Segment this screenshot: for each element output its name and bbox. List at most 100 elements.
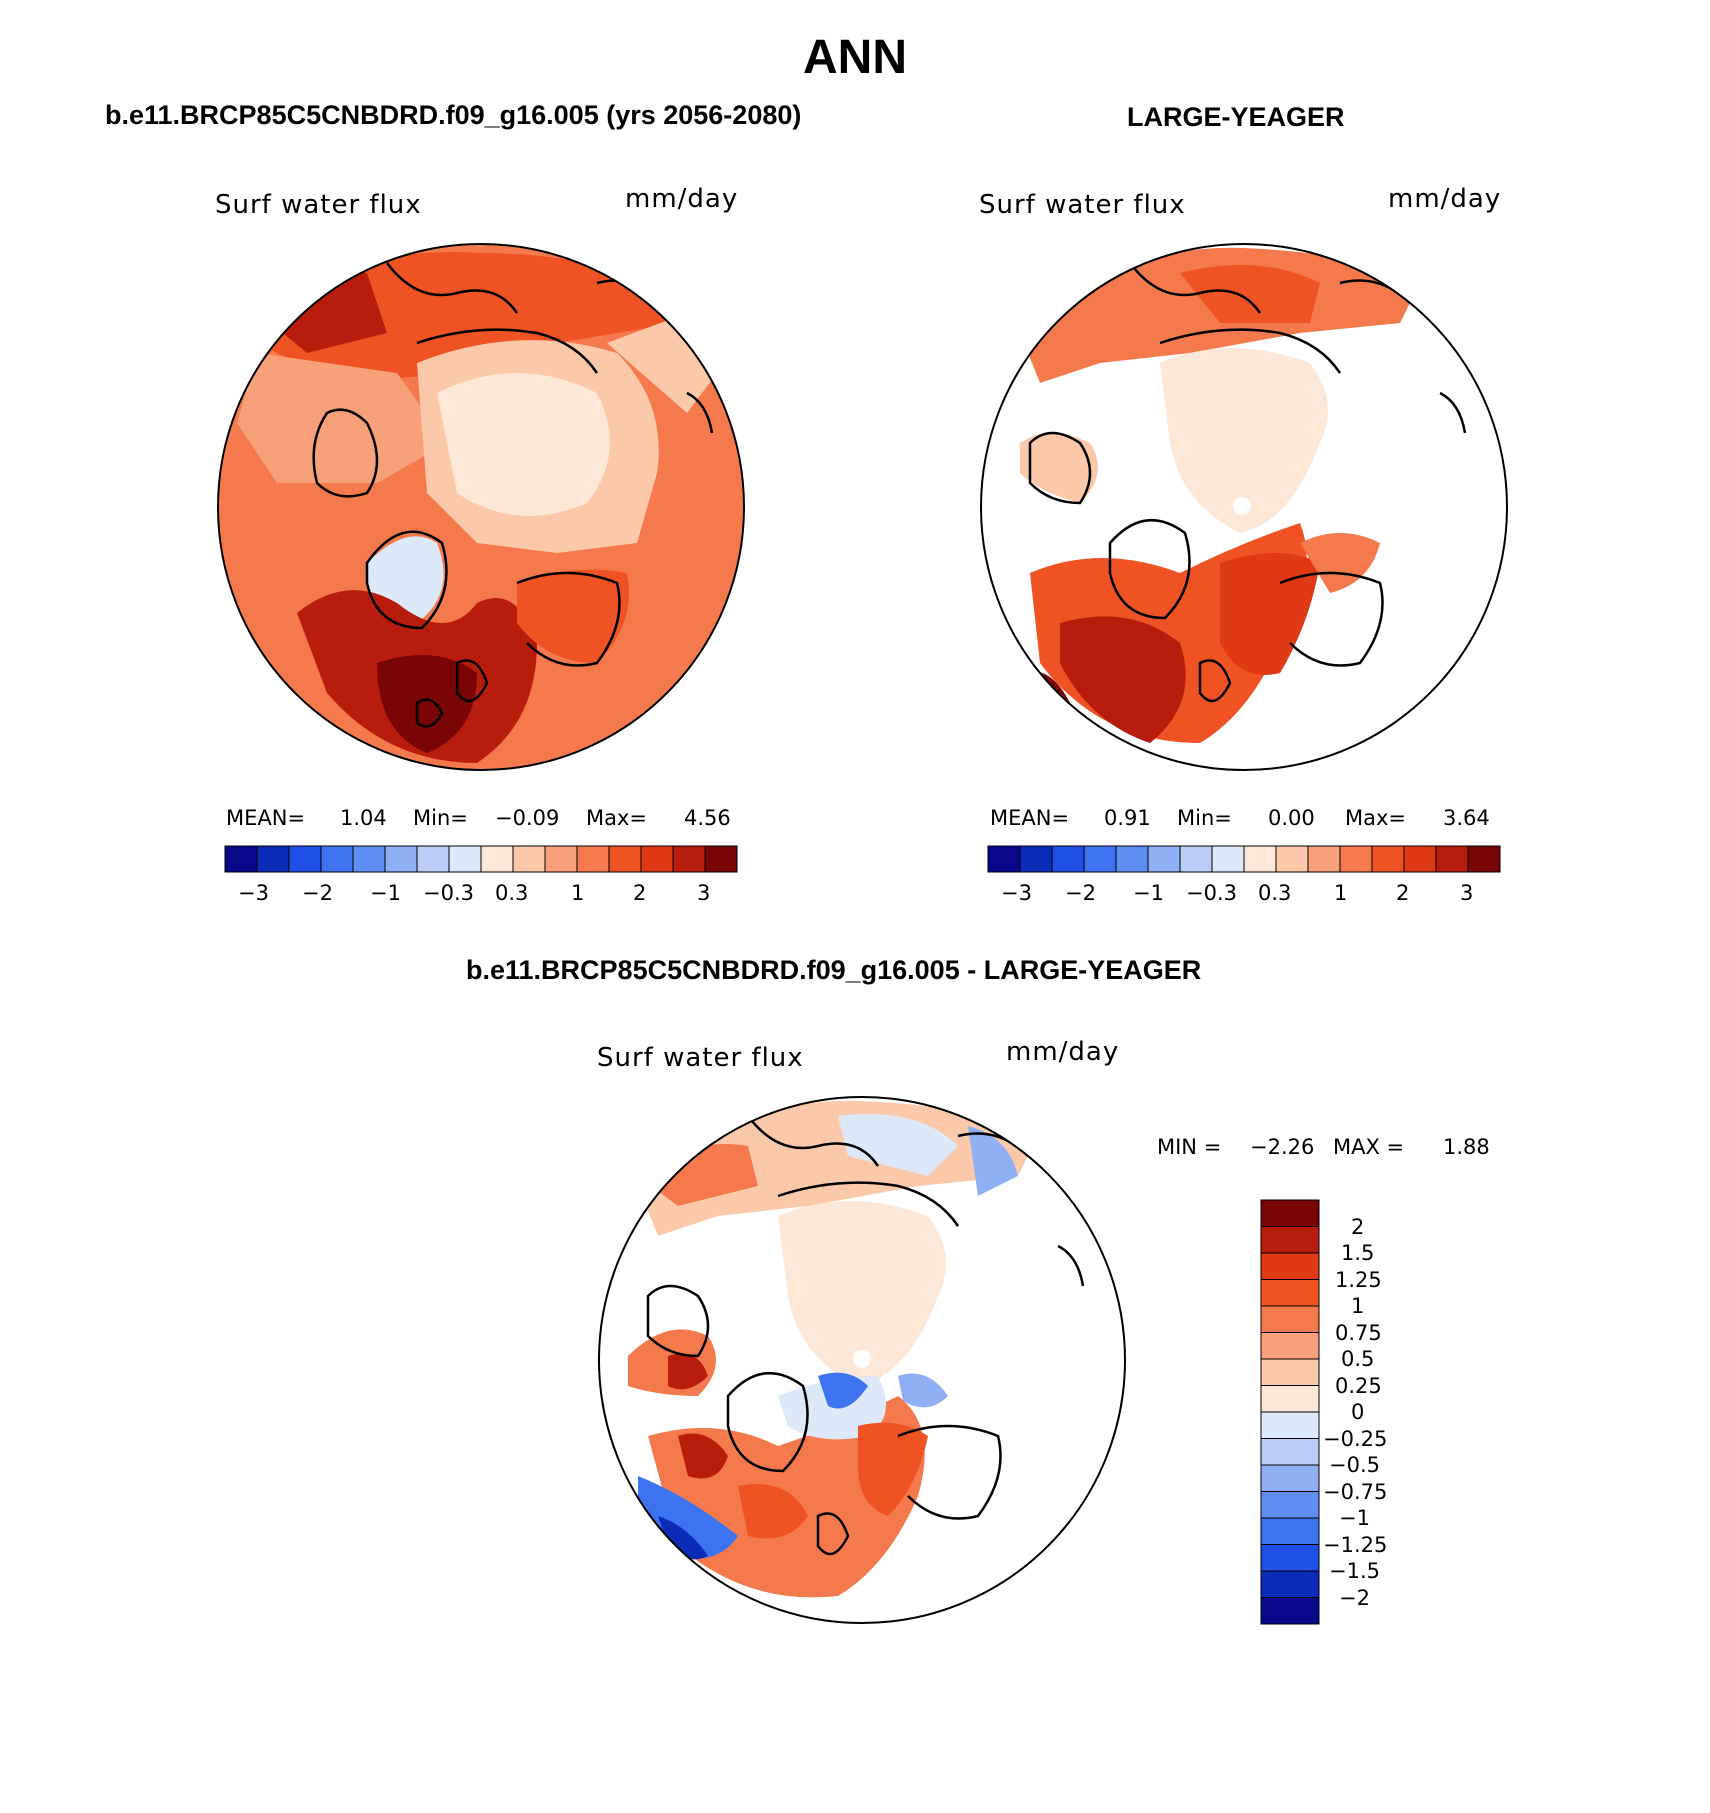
colorbar-swatch <box>416 845 450 873</box>
panel1-colorbar <box>224 845 738 873</box>
panel1-max-value: 4.56 <box>684 806 731 830</box>
colorbar-swatch <box>256 845 290 873</box>
panel3-variable-label: Surf water flux <box>597 1043 804 1073</box>
panel1-cb-tick: −0.3 <box>423 881 474 905</box>
colorbar-swatch <box>1260 1199 1320 1227</box>
colorbar-swatch <box>1179 845 1213 873</box>
panel3-cb-tick: 0.25 <box>1335 1374 1382 1398</box>
colorbar-swatch <box>608 845 642 873</box>
colorbar-swatch <box>704 845 738 873</box>
colorbar-swatch <box>1403 845 1437 873</box>
colorbar-swatch <box>672 845 706 873</box>
colorbar-swatch <box>544 845 578 873</box>
colorbar-swatch <box>512 845 546 873</box>
panel2-mean-label: MEAN= <box>990 806 1070 830</box>
panel3-cb-tick: 2 <box>1351 1215 1365 1239</box>
panel2-cb-tick: 3 <box>1460 881 1474 905</box>
panel2-units-label: mm/day <box>1388 184 1502 214</box>
colorbar-swatch <box>448 845 482 873</box>
panel3-min-value: −2.26 <box>1250 1135 1315 1159</box>
panel3-cb-tick: 1 <box>1351 1294 1365 1318</box>
panel3-cb-tick: −2 <box>1339 1586 1370 1610</box>
colorbar-swatch <box>1435 845 1469 873</box>
panel1-cb-tick: 1 <box>571 881 585 905</box>
colorbar-swatch <box>1260 1597 1320 1625</box>
panel1-variable-label: Surf water flux <box>215 190 422 220</box>
figure-title: ANN <box>803 31 907 84</box>
colorbar-swatch <box>1260 1438 1320 1466</box>
panel2-cb-tick: −3 <box>1001 881 1032 905</box>
panel2-cb-tick: 1 <box>1334 881 1348 905</box>
panel3-max-label: MAX = <box>1333 1135 1405 1159</box>
colorbar-swatch <box>987 845 1021 873</box>
colorbar-swatch <box>576 845 610 873</box>
colorbar-swatch <box>352 845 386 873</box>
colorbar-swatch <box>320 845 354 873</box>
panel2-cb-tick: −0.3 <box>1186 881 1237 905</box>
panel3-case-title: b.e11.BRCP85C5CNBDRD.f09_g16.005 - LARGE… <box>466 955 1202 985</box>
panel1-max-label: Max= <box>586 806 648 830</box>
panel1-units-label: mm/day <box>625 184 739 214</box>
colorbar-swatch <box>1260 1544 1320 1572</box>
colorbar-swatch <box>1243 845 1277 873</box>
panel3-cb-tick: −1 <box>1339 1506 1370 1530</box>
panel2-variable-label: Surf water flux <box>979 190 1186 220</box>
colorbar-swatch <box>1260 1411 1320 1439</box>
panel2-case-title: LARGE-YEAGER <box>1127 102 1345 132</box>
panel1-polar-map <box>217 243 745 771</box>
colorbar-swatch <box>480 845 514 873</box>
panel2-cb-tick: 0.3 <box>1258 881 1292 905</box>
colorbar-swatch <box>1211 845 1245 873</box>
colorbar-swatch <box>1260 1570 1320 1598</box>
colorbar-swatch <box>1083 845 1117 873</box>
panel2-max-value: 3.64 <box>1443 806 1490 830</box>
panel1-cb-tick: 3 <box>697 881 711 905</box>
panel3-cb-tick: 0 <box>1351 1400 1365 1424</box>
colorbar-swatch <box>1260 1305 1320 1333</box>
colorbar-swatch <box>1260 1491 1320 1519</box>
panel3-cb-tick: −1.25 <box>1323 1533 1388 1557</box>
panel3-cb-tick: 0.75 <box>1335 1321 1382 1345</box>
colorbar-swatch <box>288 845 322 873</box>
panel3-cb-tick: −0.75 <box>1323 1480 1388 1504</box>
panel2-min-label: Min= <box>1177 806 1232 830</box>
panel1-cb-tick: 0.3 <box>495 881 529 905</box>
panel2-cb-tick: 2 <box>1396 881 1410 905</box>
panel2-colorbar <box>987 845 1501 873</box>
panel1-cb-tick: −3 <box>238 881 269 905</box>
panel3-polar-map <box>598 1096 1126 1624</box>
colorbar-swatch <box>1260 1332 1320 1360</box>
panel1-cb-tick: −1 <box>370 881 401 905</box>
panel3-cb-tick: 0.5 <box>1341 1347 1375 1371</box>
panel2-polar-map <box>980 243 1508 771</box>
panel1-mean-label: MEAN= <box>226 806 306 830</box>
panel3-colorbar <box>1260 1199 1320 1625</box>
colorbar-swatch <box>1260 1517 1320 1545</box>
colorbar-swatch <box>1260 1385 1320 1413</box>
panel3-cb-tick: −1.5 <box>1329 1559 1380 1583</box>
colorbar-swatch <box>640 845 674 873</box>
panel3-min-label: MIN = <box>1157 1135 1222 1159</box>
colorbar-swatch <box>1467 845 1501 873</box>
colorbar-swatch <box>1371 845 1405 873</box>
panel1-mean-value: 1.04 <box>340 806 387 830</box>
panel3-max-value: 1.88 <box>1443 1135 1490 1159</box>
colorbar-swatch <box>1147 845 1181 873</box>
panel2-max-label: Max= <box>1345 806 1407 830</box>
colorbar-swatch <box>224 845 258 873</box>
colorbar-swatch <box>1019 845 1053 873</box>
colorbar-swatch <box>1260 1464 1320 1492</box>
panel3-cb-tick: 1.25 <box>1335 1268 1382 1292</box>
panel2-min-value: 0.00 <box>1268 806 1315 830</box>
colorbar-swatch <box>1275 845 1309 873</box>
panel1-cb-tick: −2 <box>302 881 333 905</box>
panel1-min-value: −0.09 <box>495 806 560 830</box>
colorbar-swatch <box>1260 1226 1320 1254</box>
colorbar-swatch <box>384 845 418 873</box>
colorbar-swatch <box>1260 1358 1320 1386</box>
panel3-cb-tick: −0.25 <box>1323 1427 1388 1451</box>
panel3-cb-tick: 1.5 <box>1341 1241 1375 1265</box>
panel2-mean-value: 0.91 <box>1104 806 1151 830</box>
panel2-cb-tick: −1 <box>1133 881 1164 905</box>
colorbar-swatch <box>1260 1252 1320 1280</box>
